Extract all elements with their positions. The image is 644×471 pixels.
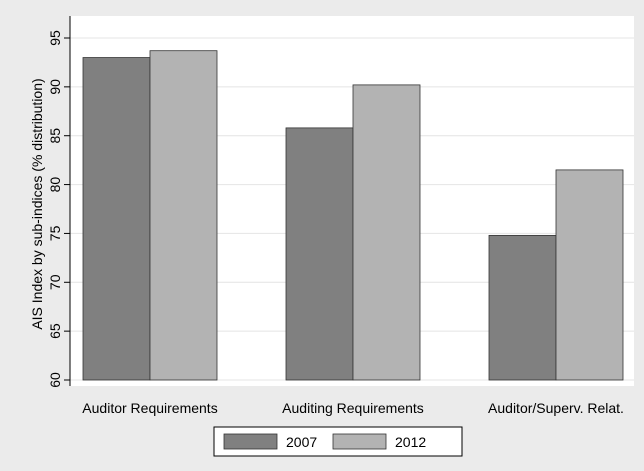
bars [82, 50, 624, 381]
y-ticks: 60 65 70 75 80 85 90 95 [47, 30, 70, 388]
y-tick-label: 90 [47, 79, 63, 95]
legend-key-2007 [223, 433, 278, 450]
y-tick-label: 60 [47, 372, 63, 388]
y-tick-label: 75 [47, 225, 63, 241]
bar-2007-0 [82, 57, 151, 381]
bar-2012-0 [149, 50, 218, 381]
legend-label-2012: 2012 [395, 434, 426, 450]
y-tick-label: 65 [47, 323, 63, 339]
y-tick-label: 80 [47, 177, 63, 193]
x-tick-labels: Auditor Requirements Auditing Requirement… [82, 400, 624, 416]
y-tick-label: 95 [47, 30, 63, 46]
bar-2007-1 [285, 127, 354, 381]
bar-2007-2 [488, 234, 557, 381]
y-tick-label: 85 [47, 128, 63, 144]
x-tick-label: Auditor Requirements [82, 400, 217, 416]
bar-2012-1 [352, 84, 421, 381]
y-tick-label: 70 [47, 274, 63, 290]
legend-label-2007: 2007 [286, 434, 317, 450]
legend: 2007 2012 [213, 426, 463, 457]
bar-2012-2 [555, 169, 624, 381]
x-tick-label: Auditor/Superv. Relat. [488, 400, 624, 416]
y-axis-label: AIS Index by sub-indices (% distribution… [29, 78, 45, 329]
x-tick-label: Auditing Requirements [282, 400, 424, 416]
legend-key-2012 [332, 433, 387, 450]
